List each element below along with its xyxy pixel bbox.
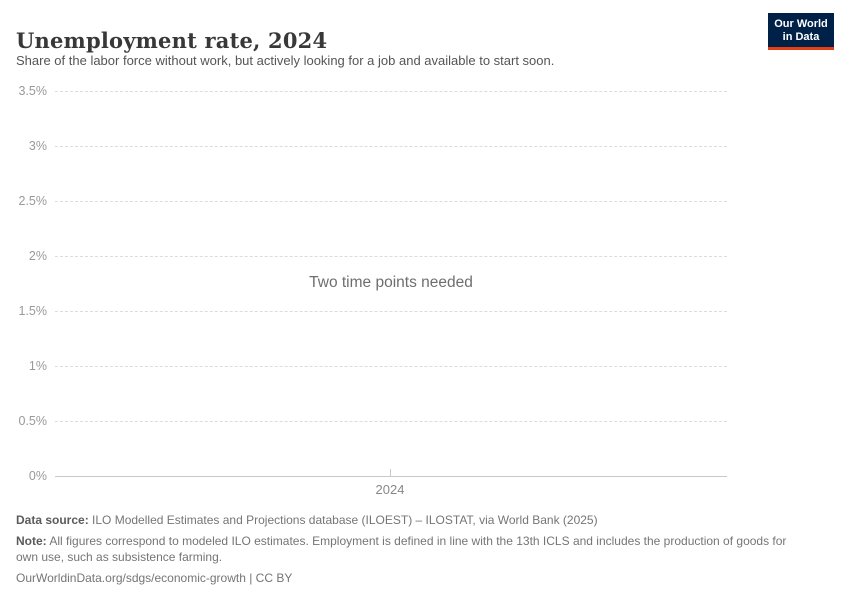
y-axis-tick-label: 2.5% bbox=[18, 194, 48, 208]
gridline bbox=[55, 201, 727, 202]
owid-logo-line1: Our World bbox=[774, 18, 828, 30]
axis-line bbox=[55, 476, 727, 477]
note-line: Note: All figures correspond to modeled … bbox=[16, 533, 798, 566]
y-axis-tick-label: 1% bbox=[28, 359, 47, 373]
data-source-text: ILO Modelled Estimates and Projections d… bbox=[88, 513, 598, 527]
data-source-label: Data source: bbox=[16, 513, 89, 527]
empty-state-message: Two time points needed bbox=[309, 274, 473, 291]
note-label: Note: bbox=[16, 533, 47, 548]
y-axis-tick-label: 2% bbox=[28, 249, 47, 263]
x-axis-tick-mark bbox=[390, 469, 391, 476]
page-title: Unemployment rate, 2024 bbox=[16, 28, 328, 54]
gridline bbox=[55, 366, 727, 367]
y-axis-tick-label: 3.5% bbox=[18, 84, 48, 98]
source-link[interactable]: OurWorldinData.org/sdgs/economic-growth … bbox=[16, 570, 293, 585]
gridline bbox=[55, 91, 727, 92]
chart-footer: Data source: ILO Modelled Estimates and … bbox=[16, 512, 798, 590]
gridline bbox=[55, 311, 727, 312]
owid-logo-line2: in Data bbox=[782, 31, 820, 43]
y-axis-tick-label: 1.5% bbox=[18, 304, 48, 318]
x-axis-tick-label: 2024 bbox=[375, 482, 405, 497]
owid-logo[interactable]: Our World in Data bbox=[768, 13, 834, 50]
y-axis-tick-label: 0.5% bbox=[18, 414, 48, 428]
gridline bbox=[55, 256, 727, 257]
chart-subtitle: Share of the labor force without work, b… bbox=[16, 53, 555, 68]
y-axis-tick-label: 0% bbox=[28, 469, 47, 483]
gridline bbox=[55, 421, 727, 422]
gridline bbox=[55, 146, 727, 147]
note-text: All figures correspond to modeled ILO es… bbox=[16, 533, 787, 565]
data-source-line: Data source: ILO Modelled Estimates and … bbox=[16, 512, 798, 529]
y-axis-tick-label: 3% bbox=[28, 139, 47, 153]
